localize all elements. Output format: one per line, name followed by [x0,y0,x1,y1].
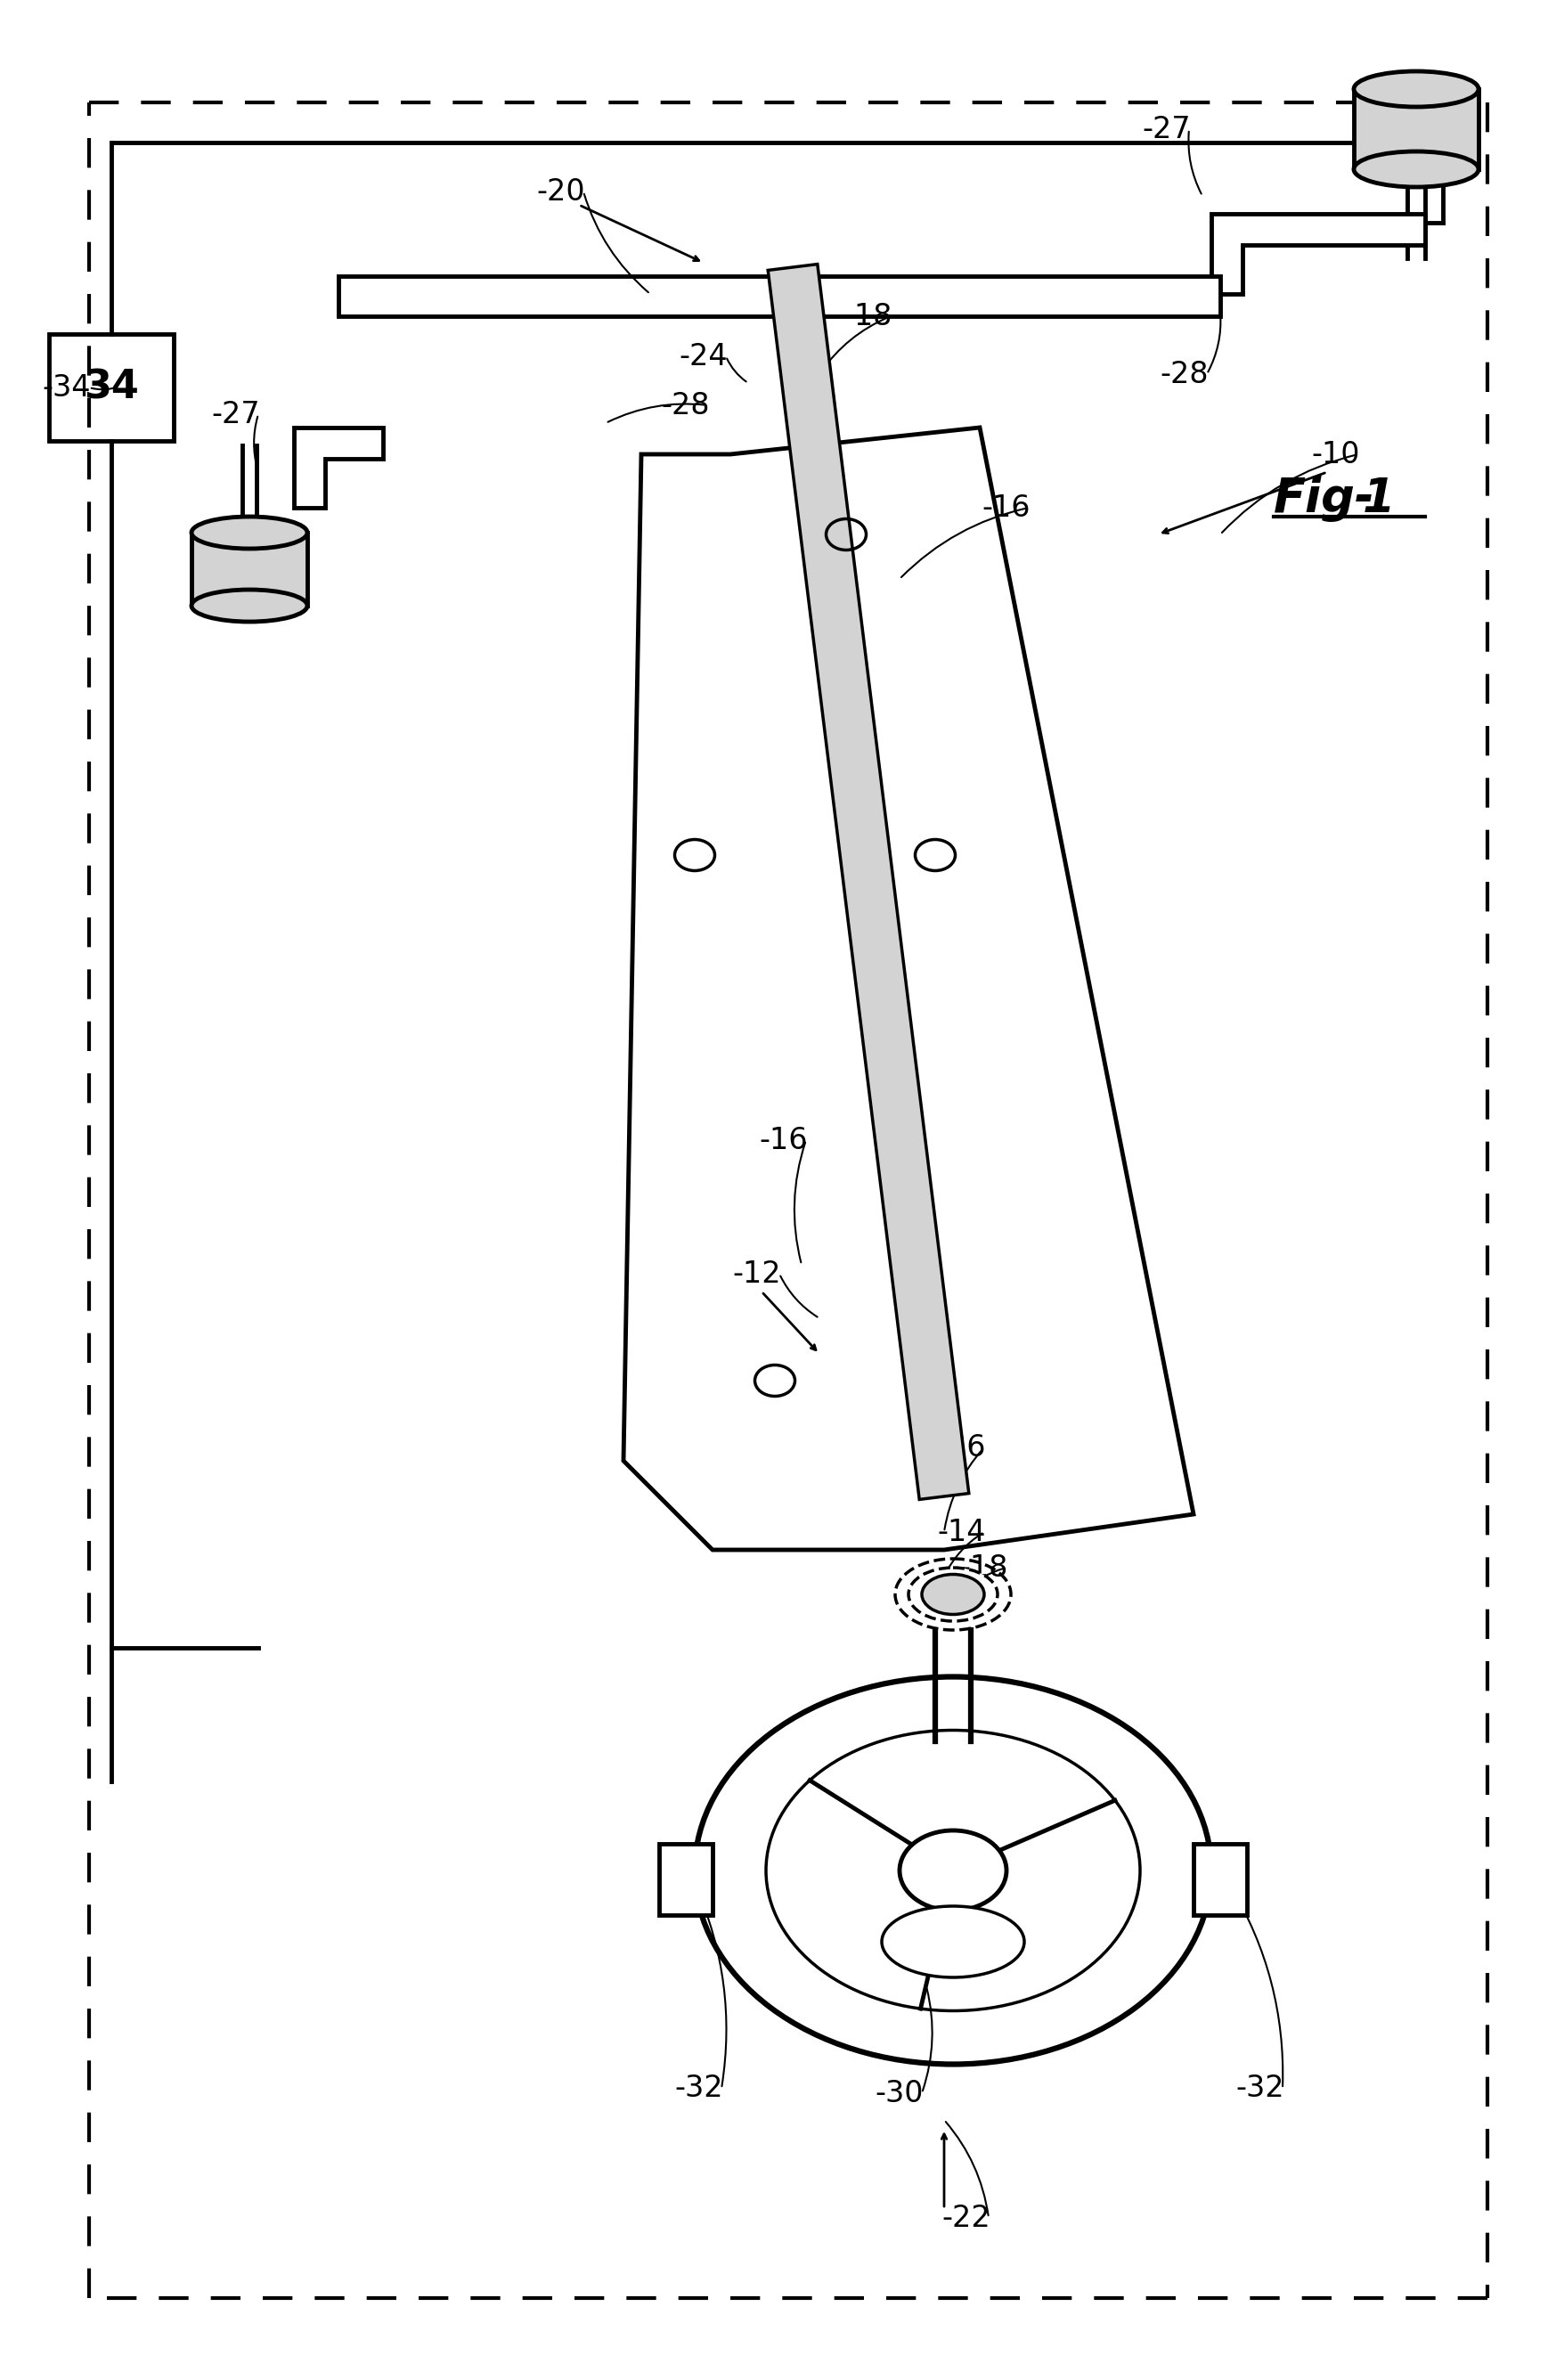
Text: -30: -30 [875,2078,924,2109]
Polygon shape [1194,1845,1248,1916]
Text: -28: -28 [661,390,711,419]
Ellipse shape [923,1573,985,1614]
Text: -32: -32 [1235,2073,1285,2104]
Text: -28: -28 [1161,359,1209,388]
Text: -22: -22 [943,2204,991,2232]
Text: -14: -14 [938,1518,986,1547]
Text: -18: -18 [960,1554,1008,1583]
Polygon shape [50,333,173,440]
Polygon shape [624,428,1194,1549]
Text: -12: -12 [732,1259,782,1288]
Text: 34: 34 [84,369,139,407]
Ellipse shape [882,1906,1025,1978]
Polygon shape [768,264,969,1499]
Polygon shape [294,428,382,507]
Text: -27: -27 [212,400,260,428]
Text: -10: -10 [1311,440,1361,469]
Ellipse shape [192,590,308,621]
Text: -16: -16 [981,493,1031,521]
Polygon shape [1354,88,1478,169]
Text: -18: -18 [844,302,893,331]
Ellipse shape [1354,71,1478,107]
Text: -20: -20 [537,176,585,207]
Ellipse shape [909,1568,997,1621]
Text: -36: -36 [938,1433,986,1461]
Text: -26: -26 [1361,150,1409,179]
Polygon shape [1212,214,1426,295]
Text: Fig-: Fig- [1274,476,1375,521]
Text: -24: -24 [680,343,728,371]
Polygon shape [339,276,1220,317]
Text: 1: 1 [1362,476,1395,521]
Text: -32: -32 [675,2073,723,2104]
Polygon shape [192,533,308,605]
Text: -26: -26 [198,578,248,607]
Polygon shape [659,1845,712,1916]
Ellipse shape [192,516,308,550]
Text: -16: -16 [760,1126,808,1154]
Text: -27: -27 [1142,114,1190,143]
Text: -34: -34 [42,374,91,402]
Ellipse shape [1354,152,1478,188]
Ellipse shape [899,1830,1006,1911]
